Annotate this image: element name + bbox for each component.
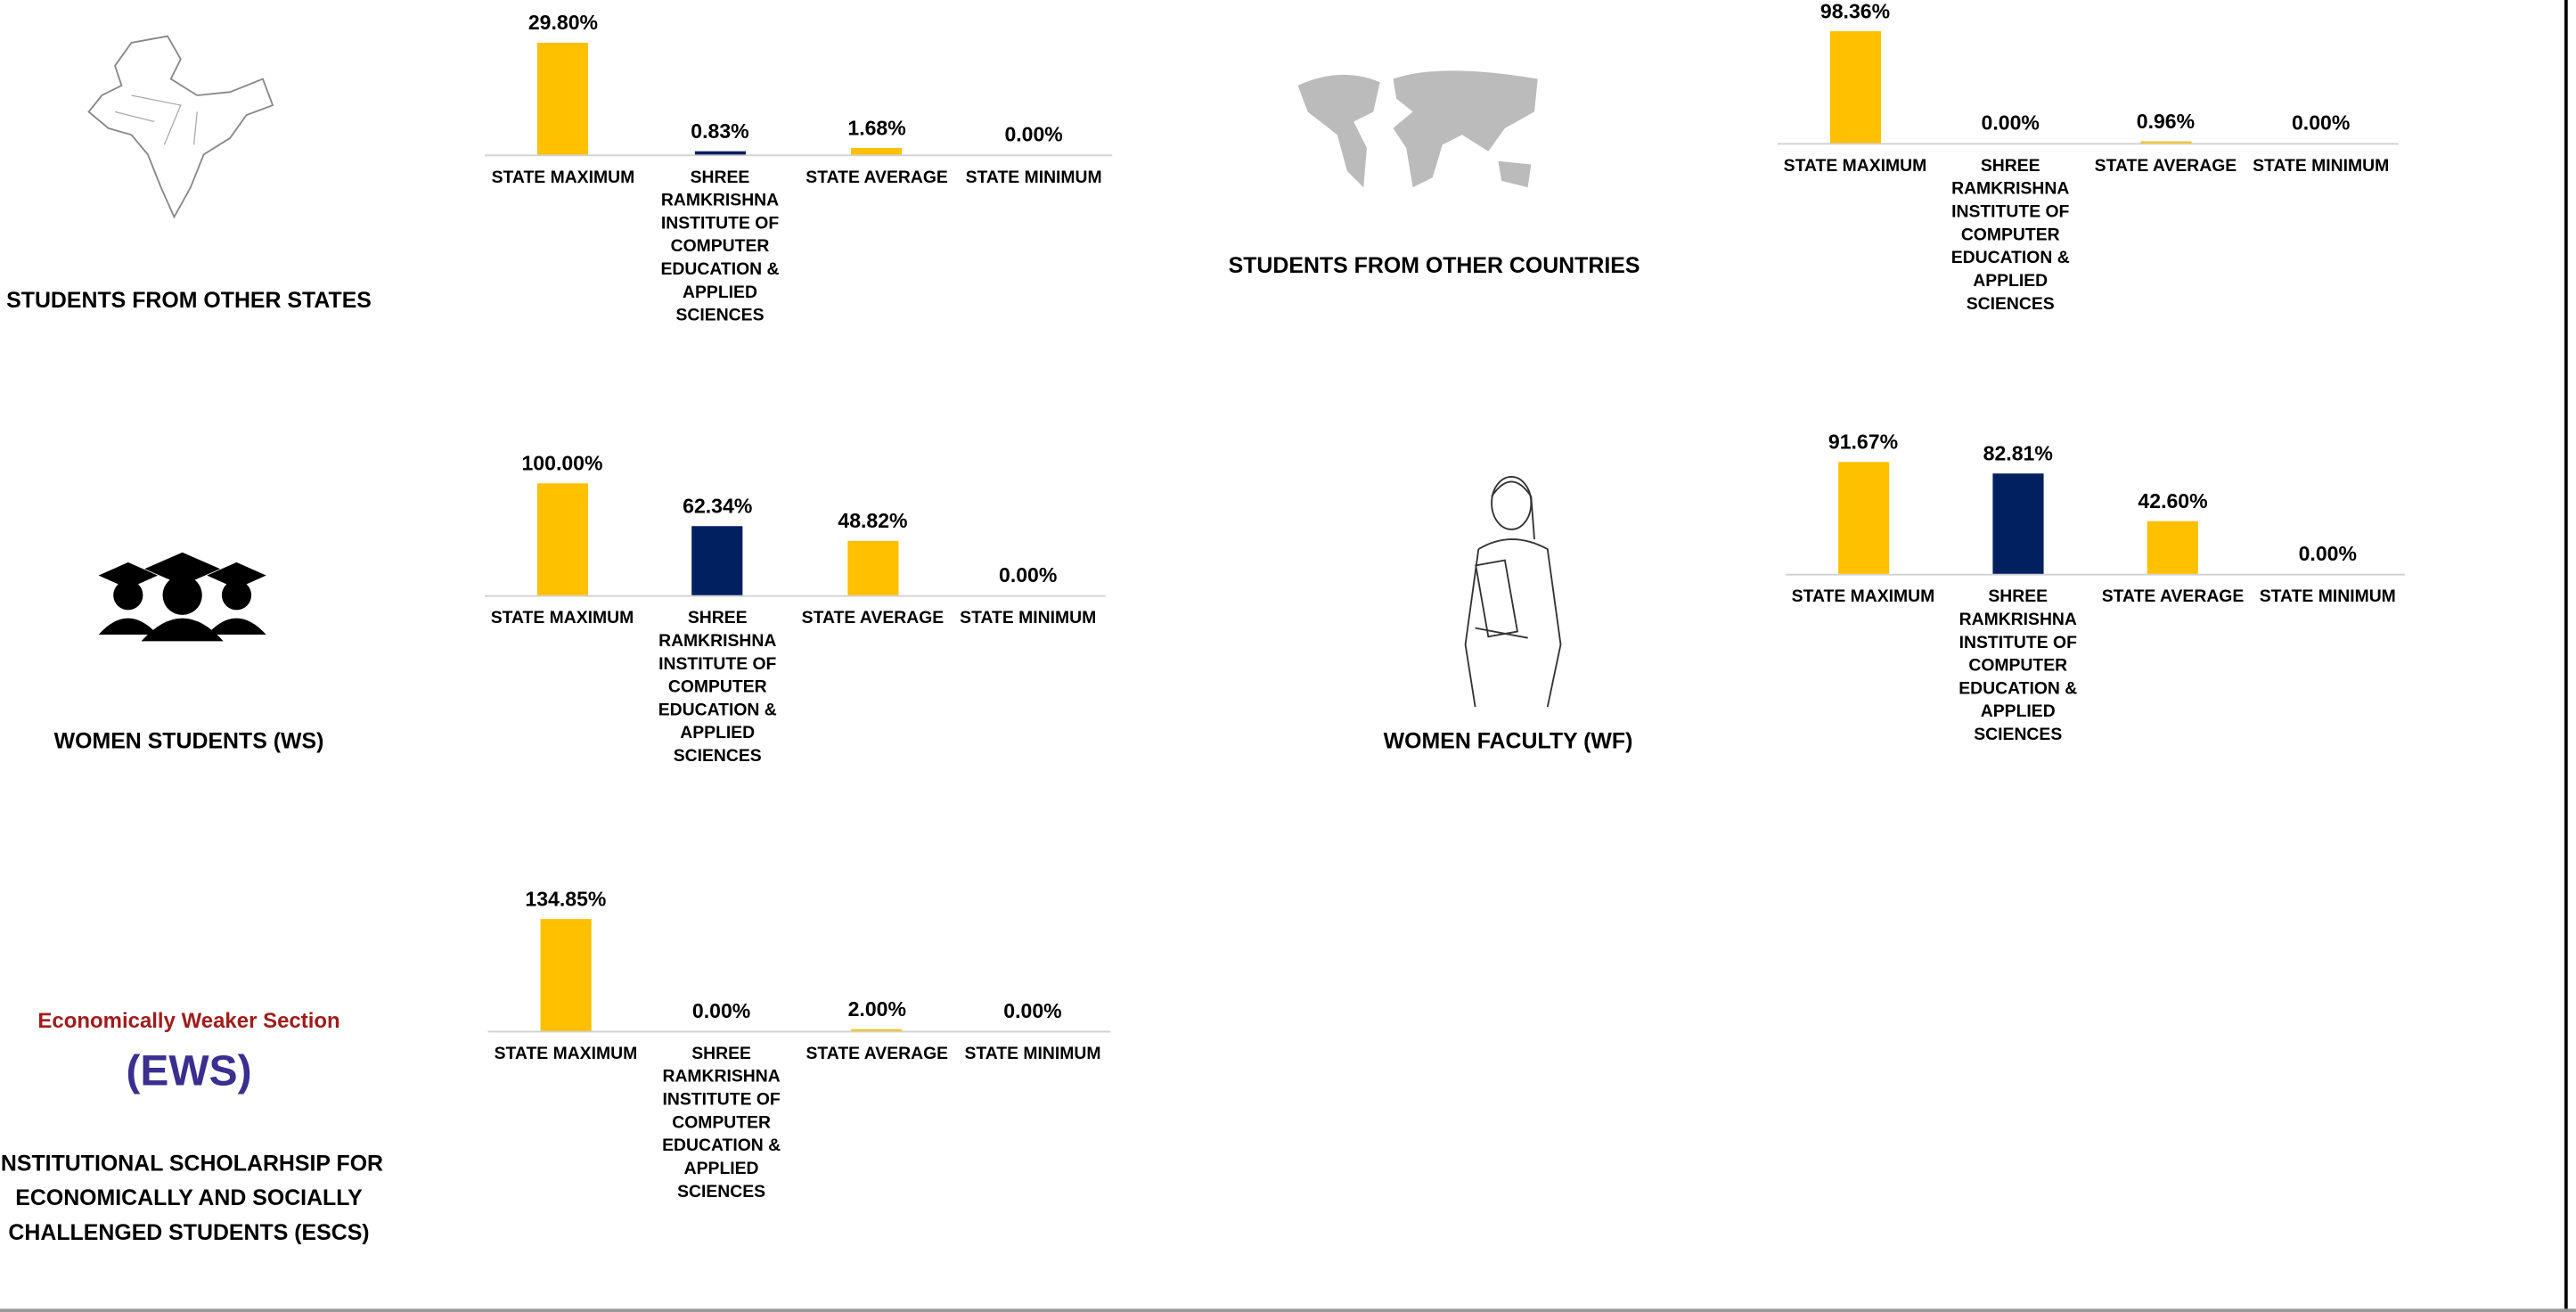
x-tick-label: STATE MAXIMUM <box>491 168 635 188</box>
world-map-icon <box>1297 70 1538 188</box>
bottom-border <box>0 1308 2576 1312</box>
bar <box>846 540 899 595</box>
value-label: 82.81% <box>1983 441 2053 465</box>
x-axis <box>1777 143 2399 145</box>
value-label: 1.68% <box>847 117 906 141</box>
value-label: 0.96% <box>2136 111 2196 135</box>
value-label: 42.60% <box>2138 490 2208 514</box>
x-tick-label: STATE AVERAGE <box>806 1044 949 1064</box>
x-tick-label: STATE MAXIMUM <box>1783 156 1927 176</box>
x-tick-label: SHREE RAMKRISHNA INSTITUTE OF COMPUTER E… <box>660 168 780 326</box>
value-label: 0.00% <box>1003 999 1062 1023</box>
x-tick-label: SHREE RAMKRISHNA INSTITUTE OF COMPUTER E… <box>1959 586 2078 745</box>
x-tick-label: STATE MAXIMUM <box>494 1044 638 1064</box>
value-label: 0.00% <box>2291 111 2351 135</box>
x-axis <box>484 594 1106 597</box>
bar <box>537 42 589 155</box>
bar <box>694 151 746 155</box>
x-tick-label: STATE MINIMUM <box>964 1044 1101 1064</box>
india-map-icon <box>87 35 274 219</box>
chart-title: WOMEN STUDENTS (WS) <box>53 728 324 753</box>
x-axis <box>1786 573 2406 576</box>
chart-title: WOMEN FACULTY (WF) <box>1383 728 1633 753</box>
bar <box>1837 462 1889 574</box>
x-tick-label: SHREE RAMKRISHNA INSTITUTE OF COMPUTER E… <box>662 1044 781 1202</box>
x-tick-label: STATE AVERAGE <box>2094 156 2237 176</box>
x-tick-label: SHREE RAMKRISHNA INSTITUTE OF COMPUTER E… <box>1950 156 2070 315</box>
bar <box>536 483 588 595</box>
right-border <box>2564 0 2568 1311</box>
value-label: 0.00% <box>1004 123 1063 147</box>
x-tick-label: STATE MINIMUM <box>965 168 1102 188</box>
bar <box>1992 472 2044 574</box>
x-tick-label: STATE AVERAGE <box>806 168 948 188</box>
bar <box>2147 521 2199 574</box>
x-axis <box>487 1030 1111 1033</box>
bar <box>691 525 743 595</box>
bar <box>1829 31 1881 144</box>
bar <box>851 1029 903 1031</box>
x-tick-label: STATE MINIMUM <box>2253 156 2390 176</box>
x-tick-label: STATE MINIMUM <box>2259 586 2396 607</box>
women-students-icon <box>98 552 266 642</box>
x-tick-label: STATE AVERAGE <box>2101 586 2245 607</box>
value-label: 100.00% <box>521 452 603 476</box>
value-label: 0.00% <box>998 563 1058 587</box>
bar <box>851 148 903 155</box>
value-label: 0.00% <box>1981 111 2040 135</box>
chart-title: STUDENTS FROM OTHER STATES <box>6 287 372 313</box>
value-label: 91.67% <box>1828 430 1899 455</box>
women-faculty-icon <box>1464 476 1562 708</box>
value-label: 0.00% <box>691 999 751 1023</box>
value-label: 0.83% <box>691 119 749 144</box>
x-tick-label: STATE MAXIMUM <box>490 608 634 628</box>
x-tick-label: STATE MAXIMUM <box>1791 586 1935 607</box>
ews-logo-abbr: (EWS) <box>126 1046 252 1095</box>
x-axis <box>484 154 1113 157</box>
value-label: 62.34% <box>683 494 753 518</box>
bar <box>540 919 592 1031</box>
x-tick-label: STATE MINIMUM <box>960 608 1097 628</box>
value-label: 134.85% <box>525 888 607 911</box>
value-label: 2.00% <box>847 997 906 1021</box>
value-label: 48.82% <box>838 509 908 533</box>
chart-title: STUDENTS FROM OTHER COUNTRIES <box>1228 253 1640 278</box>
ews-logo-text: Economically Weaker Section <box>37 1007 340 1033</box>
x-tick-label: STATE AVERAGE <box>801 608 945 628</box>
bar <box>2139 142 2192 144</box>
value-label: 98.36% <box>1820 0 1891 23</box>
x-tick-label: SHREE RAMKRISHNA INSTITUTE OF COMPUTER E… <box>658 608 777 767</box>
chart-title: INSTITUTIONAL SCHOLARHSIP FOR ECONOMICAL… <box>0 1151 384 1245</box>
value-label: 0.00% <box>2298 542 2357 566</box>
value-label: 29.80% <box>527 11 599 35</box>
